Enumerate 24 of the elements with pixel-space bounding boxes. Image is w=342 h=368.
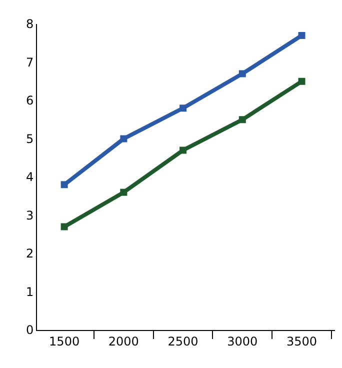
point [298, 32, 306, 39]
point [298, 78, 306, 85]
point [60, 181, 68, 188]
x-tick-label: 3000 [227, 334, 258, 348]
y-tick-label: 6 [26, 94, 34, 108]
point [238, 70, 246, 78]
x-tick-label: 3500 [286, 334, 318, 348]
point [180, 104, 187, 112]
y-tick-label: 4 [26, 170, 34, 184]
point [60, 223, 68, 230]
y-tick-label: 5 [26, 132, 34, 146]
point [120, 135, 128, 142]
y-tick-label: 1 [26, 284, 34, 299]
x-tick-label: 2500 [168, 334, 198, 348]
point [180, 146, 187, 154]
y-tick-label: 2 [26, 246, 34, 261]
y-tick-label: 7 [26, 55, 34, 70]
point [238, 116, 246, 124]
x-tick-label: 1500 [49, 334, 80, 348]
y-tick-label: 8 [26, 17, 34, 32]
y-tick-label: 0 [26, 323, 34, 338]
x-tick-label: 2000 [108, 334, 139, 348]
point [120, 188, 128, 196]
y-tick-label: 3 [26, 208, 34, 222]
